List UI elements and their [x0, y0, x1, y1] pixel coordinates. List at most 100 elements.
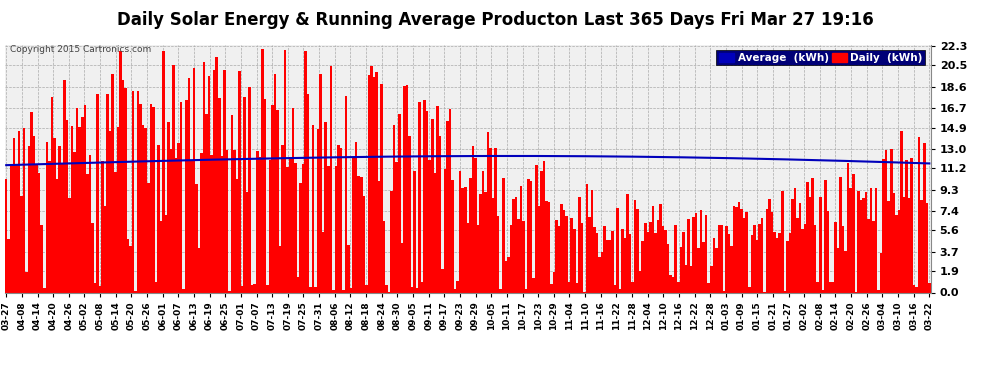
Bar — [96, 94, 99, 292]
Bar — [646, 232, 649, 292]
Bar — [461, 188, 464, 292]
Bar — [726, 226, 728, 292]
Bar — [135, 291, 137, 292]
Bar — [606, 240, 609, 292]
Bar — [256, 151, 258, 292]
Bar — [83, 105, 86, 292]
Bar — [78, 127, 81, 292]
Bar — [837, 248, 840, 292]
Bar — [520, 186, 523, 292]
Bar — [682, 232, 685, 292]
Bar — [512, 199, 515, 292]
Bar — [619, 289, 621, 292]
Bar — [768, 199, 771, 292]
Bar — [664, 230, 667, 292]
Bar — [523, 221, 525, 292]
Bar — [63, 80, 65, 292]
Bar — [669, 275, 672, 292]
Bar — [533, 278, 535, 292]
Bar — [525, 289, 528, 292]
Bar — [629, 234, 632, 292]
Bar — [119, 51, 122, 292]
Bar — [778, 233, 781, 292]
Bar — [388, 291, 390, 292]
Bar — [728, 234, 731, 292]
Bar — [343, 290, 345, 292]
Bar — [528, 179, 530, 292]
Bar — [758, 224, 760, 292]
Bar — [241, 286, 244, 292]
Bar — [104, 206, 106, 292]
Bar — [720, 225, 723, 292]
Bar — [500, 289, 502, 292]
Bar — [236, 178, 239, 292]
Bar — [429, 160, 431, 292]
Bar — [738, 202, 741, 292]
Bar — [547, 202, 550, 292]
Bar — [370, 66, 372, 292]
Bar — [715, 248, 718, 292]
Bar — [226, 150, 228, 292]
Bar — [307, 94, 309, 292]
Bar — [185, 100, 187, 292]
Bar — [355, 142, 357, 292]
Bar — [849, 188, 852, 292]
Bar — [474, 158, 476, 292]
Bar — [471, 146, 474, 292]
Bar — [439, 135, 442, 292]
Bar — [31, 112, 33, 292]
Bar — [466, 223, 469, 292]
Bar — [840, 177, 842, 292]
Bar — [28, 146, 31, 292]
Bar — [167, 122, 170, 292]
Bar — [411, 287, 413, 292]
Bar — [442, 269, 444, 292]
Bar — [162, 51, 164, 292]
Bar — [555, 220, 557, 292]
Bar — [372, 77, 375, 292]
Bar — [53, 138, 55, 292]
Bar — [639, 271, 642, 292]
Bar — [33, 135, 36, 292]
Bar — [609, 240, 611, 292]
Bar — [695, 213, 697, 292]
Bar — [484, 192, 487, 292]
Bar — [697, 248, 700, 292]
Bar — [91, 223, 94, 292]
Bar — [25, 272, 28, 292]
Bar — [702, 242, 705, 292]
Bar — [497, 216, 500, 292]
Bar — [10, 164, 13, 292]
Bar — [383, 221, 385, 292]
Bar — [786, 241, 789, 292]
Bar — [101, 161, 104, 292]
Bar — [413, 171, 416, 292]
Bar — [642, 241, 644, 292]
Bar — [309, 287, 312, 292]
Bar — [76, 108, 78, 292]
Bar — [459, 171, 461, 292]
Bar — [900, 131, 903, 292]
Bar — [781, 191, 783, 292]
Bar — [824, 180, 827, 292]
Bar — [742, 218, 745, 292]
Bar — [451, 180, 453, 292]
Bar — [750, 235, 753, 292]
Bar — [154, 282, 157, 292]
Bar — [674, 225, 677, 292]
Bar — [453, 289, 456, 292]
Bar — [801, 229, 804, 292]
Bar — [928, 283, 931, 292]
Bar — [124, 88, 127, 292]
Bar — [875, 188, 877, 292]
Bar — [543, 161, 545, 292]
Bar — [464, 187, 466, 292]
Bar — [223, 69, 226, 292]
Bar — [604, 226, 606, 292]
Bar — [517, 219, 520, 292]
Bar — [791, 200, 794, 292]
Bar — [713, 238, 715, 292]
Bar — [218, 98, 221, 292]
Bar — [137, 91, 140, 292]
Bar — [575, 283, 578, 292]
